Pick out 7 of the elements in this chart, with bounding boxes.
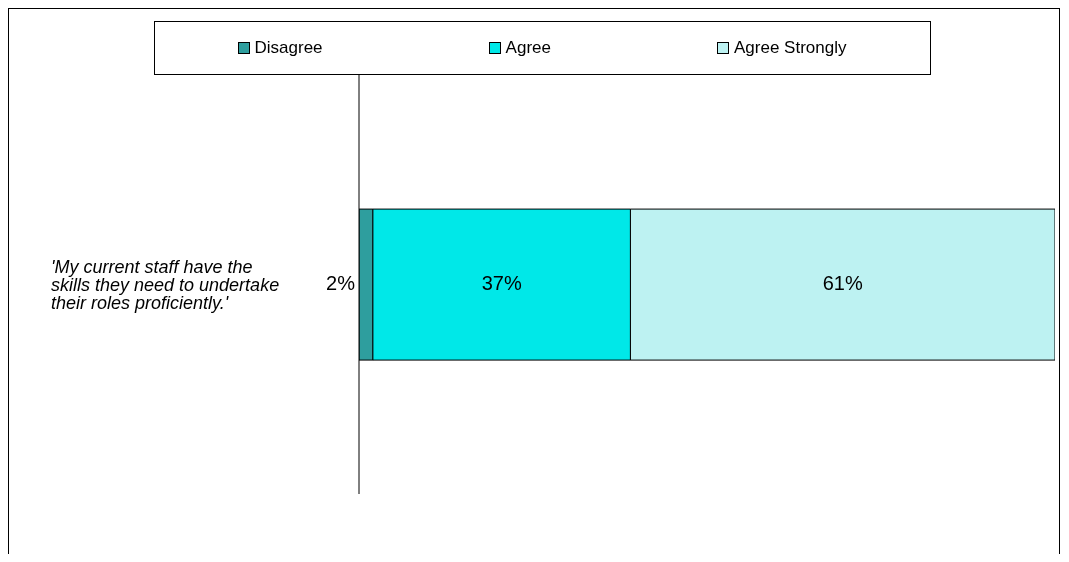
legend-label: Agree Strongly [733, 38, 847, 58]
data-label: 37% [481, 271, 522, 294]
data-label: 61% [822, 271, 863, 294]
legend-label: Disagree [253, 38, 323, 58]
y-tick-label: 'My current staff have the skills they need to undertake their roles proficiently.' [51, 256, 280, 313]
legend-label: Agree [504, 38, 551, 58]
data-label: 2% [326, 271, 356, 294]
